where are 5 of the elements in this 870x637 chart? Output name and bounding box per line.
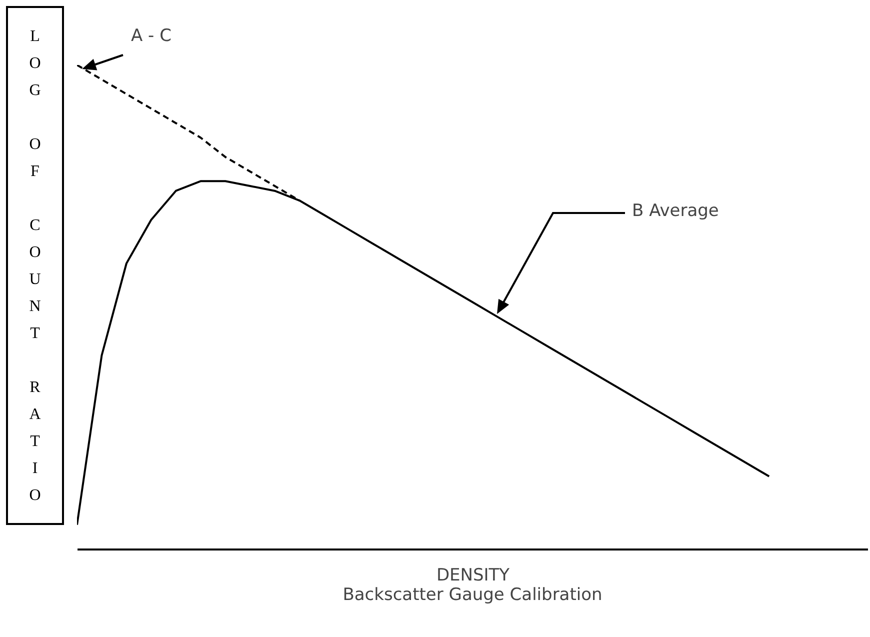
text: A - C xyxy=(131,26,172,46)
x-axis-title: DENSITY xyxy=(436,566,510,586)
annotation: B Average xyxy=(632,201,719,221)
text: Backscatter Gauge Calibration xyxy=(342,585,602,605)
text: LOG OF COUNT RATIO xyxy=(29,28,41,504)
